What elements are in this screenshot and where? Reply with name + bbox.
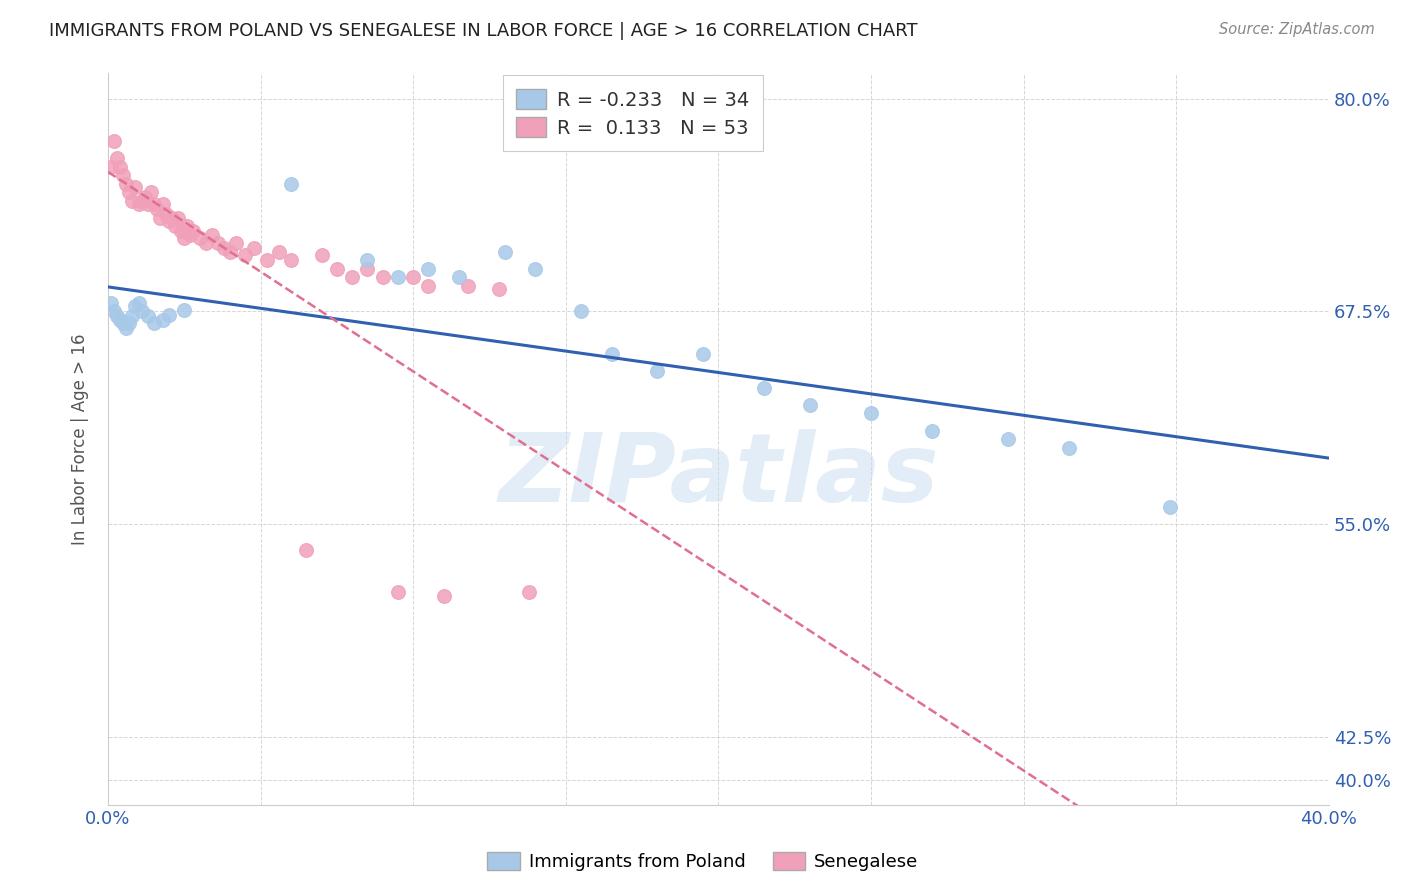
- Point: [179, 227, 201, 242]
- Point: [165, 219, 187, 234]
- Point: [112, 168, 135, 182]
- Point: [418, 261, 440, 276]
- Point: [142, 316, 165, 330]
- Point: [356, 253, 378, 268]
- Point: [600, 347, 623, 361]
- Point: [136, 310, 159, 324]
- Point: [173, 302, 195, 317]
- Point: [160, 211, 183, 225]
- Point: [295, 542, 318, 557]
- Point: [124, 299, 146, 313]
- Point: [131, 304, 153, 318]
- Point: [152, 197, 174, 211]
- Point: [212, 241, 235, 255]
- Point: [267, 244, 290, 259]
- Point: [387, 585, 409, 599]
- Point: [115, 321, 138, 335]
- Point: [124, 180, 146, 194]
- Point: [121, 310, 143, 324]
- Point: [112, 316, 135, 330]
- Point: [524, 261, 547, 276]
- Point: [139, 185, 162, 199]
- Point: [457, 278, 479, 293]
- Text: Source: ZipAtlas.com: Source: ZipAtlas.com: [1219, 22, 1375, 37]
- Point: [207, 236, 229, 251]
- Point: [433, 589, 456, 603]
- Point: [100, 295, 122, 310]
- Point: [155, 207, 177, 221]
- Point: [176, 219, 198, 234]
- Point: [280, 177, 302, 191]
- Point: [799, 398, 821, 412]
- Point: [233, 248, 256, 262]
- Text: ZIPatlas: ZIPatlas: [498, 429, 939, 522]
- Point: [121, 194, 143, 208]
- Point: [201, 227, 224, 242]
- Point: [997, 432, 1019, 446]
- Point: [157, 214, 180, 228]
- Point: [371, 270, 394, 285]
- Point: [103, 134, 125, 148]
- Point: [859, 407, 882, 421]
- Point: [387, 270, 409, 285]
- Point: [921, 424, 943, 438]
- Point: [152, 313, 174, 327]
- Point: [115, 177, 138, 191]
- Point: [1159, 500, 1181, 515]
- Legend: R = -0.233   N = 34, R =  0.133   N = 53: R = -0.233 N = 34, R = 0.133 N = 53: [503, 76, 763, 152]
- Point: [134, 190, 156, 204]
- Point: [1059, 441, 1081, 455]
- Point: [752, 381, 775, 395]
- Point: [136, 197, 159, 211]
- Point: [194, 236, 217, 251]
- Point: [128, 295, 150, 310]
- Point: [188, 231, 211, 245]
- Point: [418, 278, 440, 293]
- Point: [494, 244, 516, 259]
- Legend: Immigrants from Poland, Senegalese: Immigrants from Poland, Senegalese: [481, 845, 925, 879]
- Point: [326, 261, 349, 276]
- Point: [340, 270, 363, 285]
- Point: [356, 261, 378, 276]
- Point: [100, 160, 122, 174]
- Point: [219, 244, 242, 259]
- Point: [311, 248, 333, 262]
- Point: [402, 270, 425, 285]
- Y-axis label: In Labor Force | Age > 16: In Labor Force | Age > 16: [72, 334, 89, 545]
- Point: [225, 236, 247, 251]
- Point: [183, 224, 205, 238]
- Point: [692, 347, 714, 361]
- Point: [146, 202, 169, 217]
- Point: [280, 253, 302, 268]
- Point: [149, 211, 172, 225]
- Point: [108, 160, 131, 174]
- Point: [170, 224, 193, 238]
- Point: [243, 241, 266, 255]
- Point: [447, 270, 470, 285]
- Point: [256, 253, 278, 268]
- Point: [173, 231, 195, 245]
- Point: [103, 304, 125, 318]
- Point: [569, 304, 592, 318]
- Point: [517, 585, 540, 599]
- Point: [142, 197, 165, 211]
- Point: [118, 185, 141, 199]
- Point: [647, 364, 669, 378]
- Point: [128, 197, 150, 211]
- Text: IMMIGRANTS FROM POLAND VS SENEGALESE IN LABOR FORCE | AGE > 16 CORRELATION CHART: IMMIGRANTS FROM POLAND VS SENEGALESE IN …: [49, 22, 918, 40]
- Point: [118, 316, 141, 330]
- Point: [167, 211, 190, 225]
- Point: [105, 310, 128, 324]
- Point: [488, 282, 510, 296]
- Point: [105, 151, 128, 165]
- Point: [131, 194, 153, 208]
- Point: [157, 308, 180, 322]
- Point: [108, 313, 131, 327]
